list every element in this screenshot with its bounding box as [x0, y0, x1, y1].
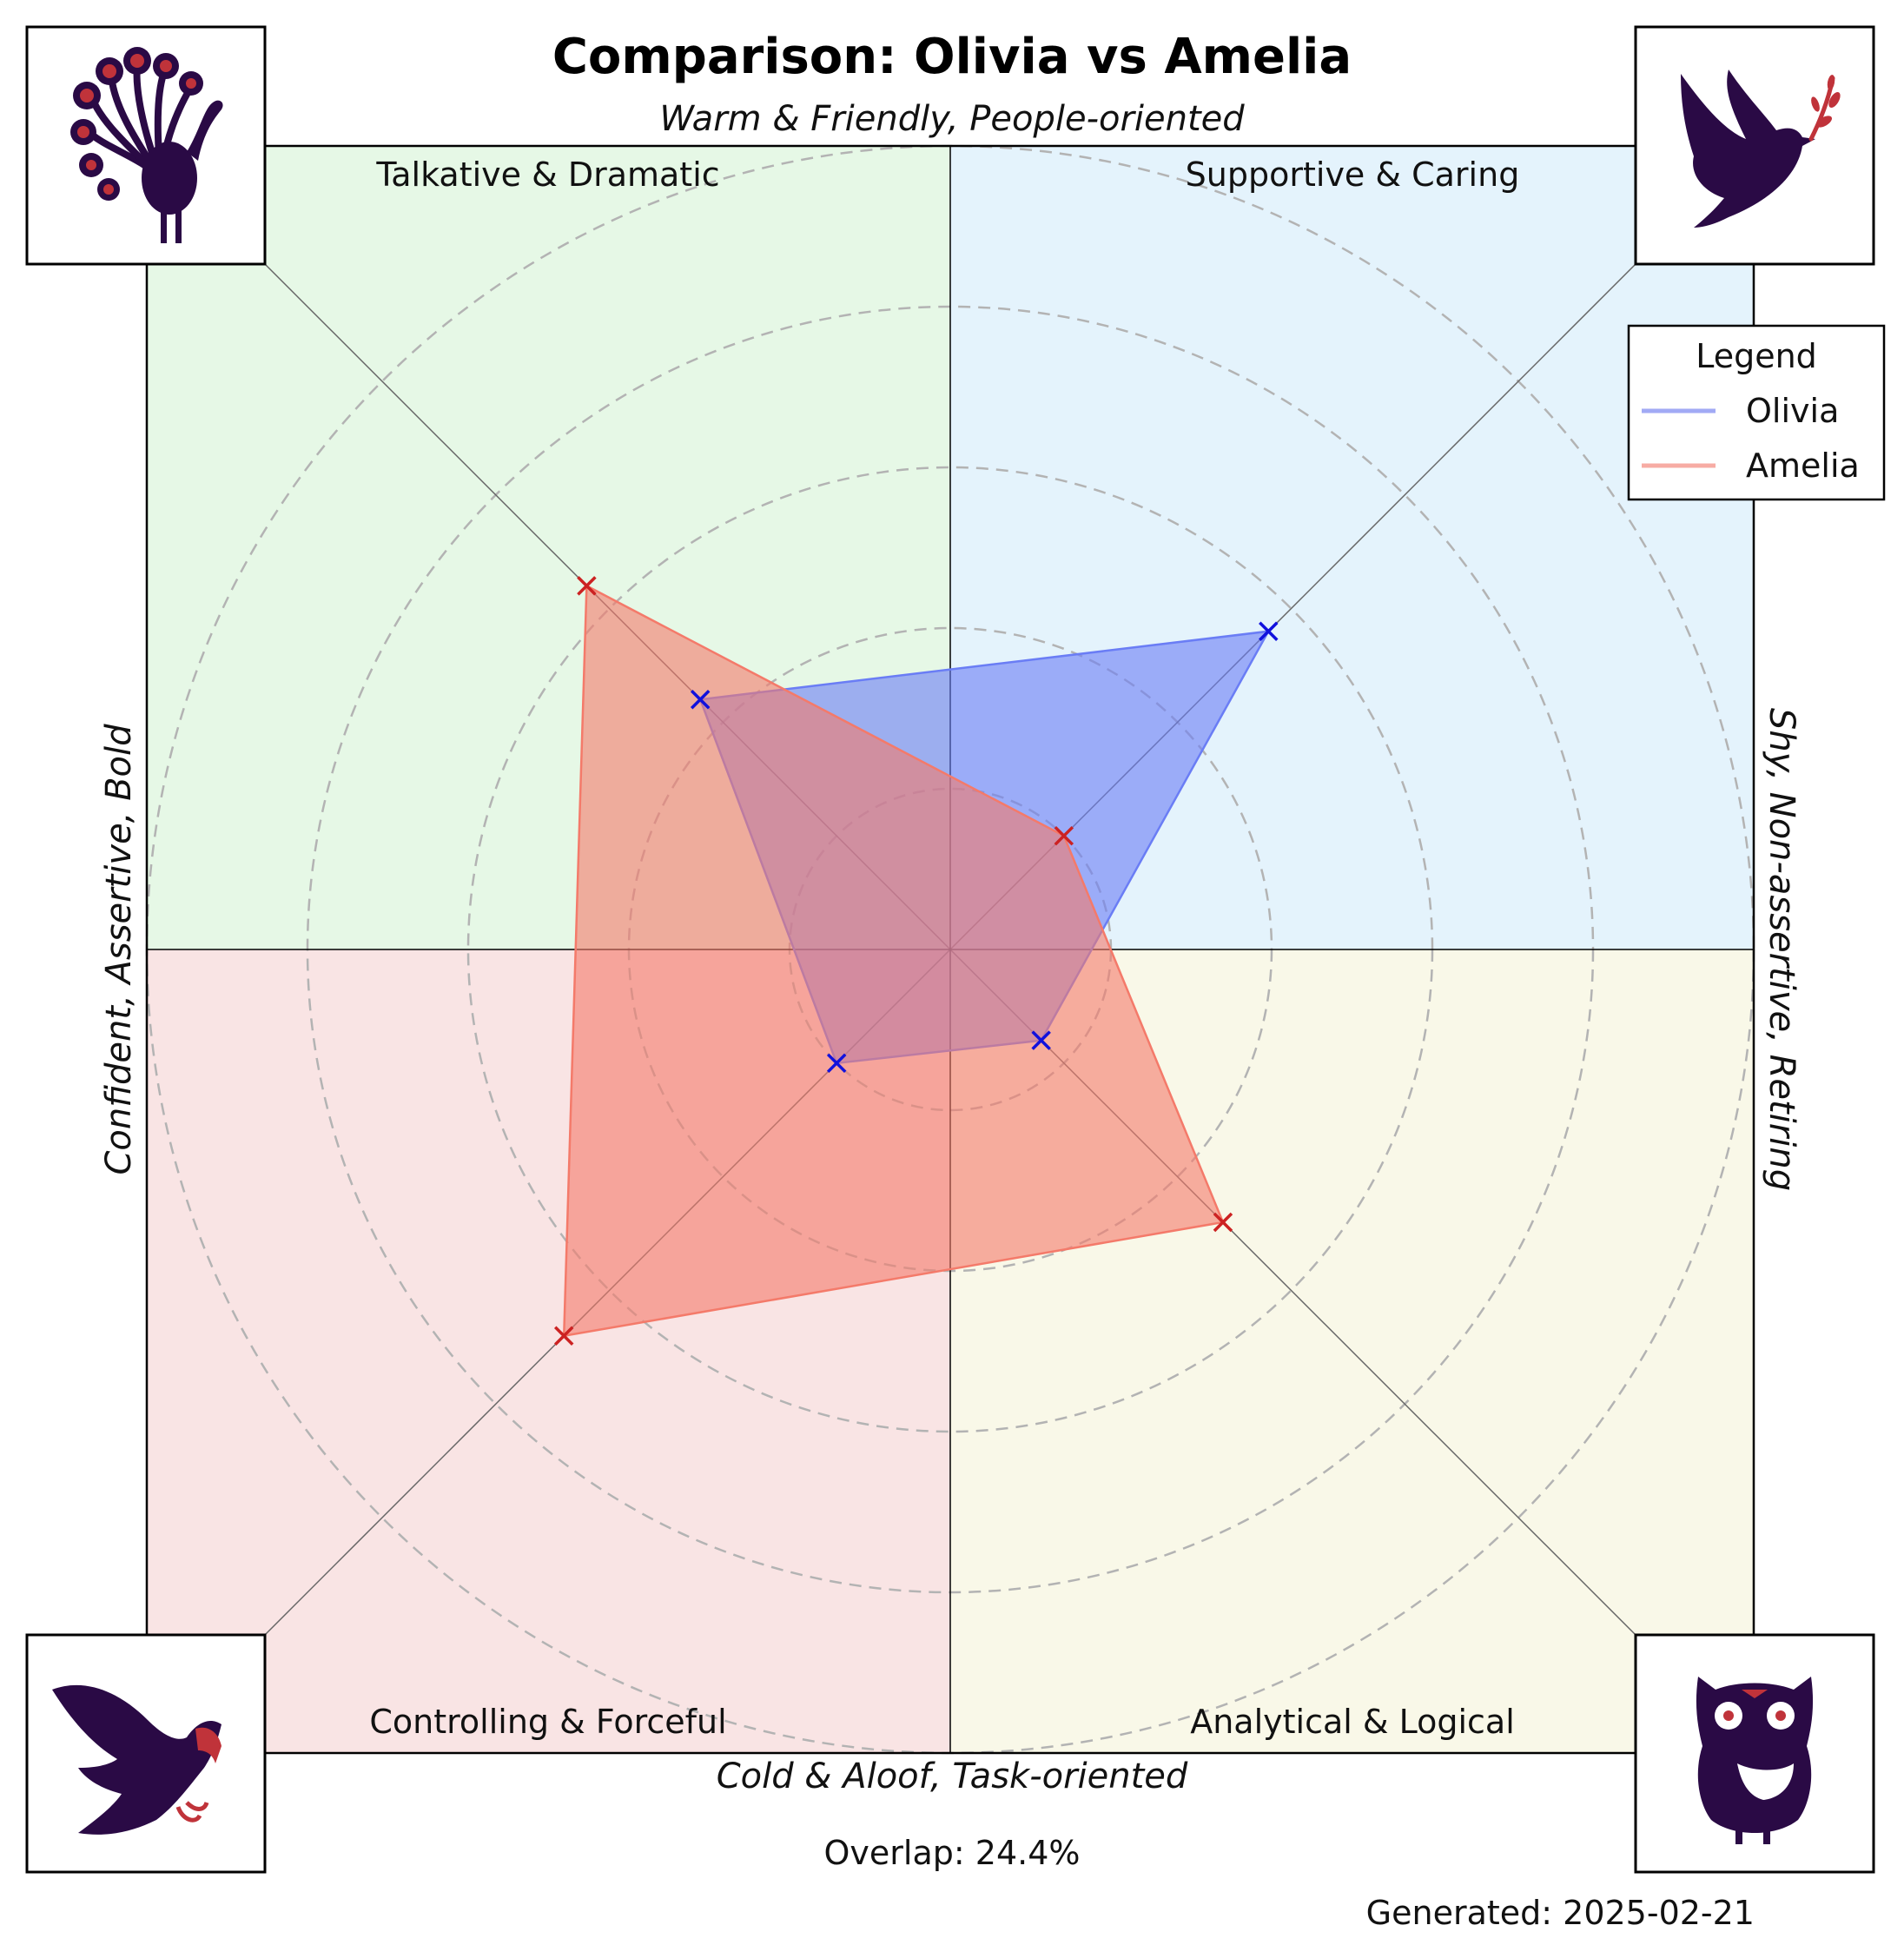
dove-icon-box [1634, 25, 1875, 266]
eagle-icon [52, 1684, 221, 1835]
quadrant-label-top-right: Supportive & Caring [1186, 155, 1520, 194]
data-point-olivia [1259, 621, 1279, 641]
data-point-amelia [577, 576, 597, 596]
data-point-amelia [1213, 1212, 1233, 1233]
left-axis-label: Confident, Assertive, Bold [99, 724, 139, 1175]
owl-icon-box [1634, 1633, 1875, 1874]
quadrant-label-top-left: Talkative & Dramatic [375, 155, 719, 194]
chart-title: Comparison: Olivia vs Amelia [552, 29, 1352, 85]
peacock-icon-box [25, 25, 267, 266]
legend-label-olivia: Olivia [1746, 392, 1839, 430]
series-layer [553, 576, 1279, 1346]
generated-text: Generated: 2025-02-21 [1366, 1894, 1755, 1932]
data-point-olivia [1031, 1030, 1051, 1050]
eagle-icon-box [25, 1633, 267, 1874]
data-point-amelia [1054, 825, 1074, 846]
legend-label-amelia: Amelia [1746, 447, 1860, 485]
data-point-olivia [826, 1053, 847, 1074]
data-point-olivia [690, 689, 711, 710]
top-axis-label: Warm & Friendly, People-oriented [659, 99, 1245, 139]
plot-frame [145, 144, 1755, 1755]
overlap-text: Overlap: 24.4% [824, 1834, 1081, 1872]
legend-title: Legend [1696, 337, 1817, 375]
peacock-icon [70, 47, 223, 243]
legend: Legend Olivia Amelia [1627, 324, 1886, 501]
quadrant-label-bottom-left: Controlling & Forceful [369, 1703, 726, 1741]
quadrant-label-bottom-right: Analytical & Logical [1190, 1703, 1515, 1741]
dove-icon [1681, 69, 1841, 228]
bottom-axis-label: Cold & Aloof, Task-oriented [717, 1756, 1188, 1796]
right-axis-label: Shy, Non-assertive, Retiring [1762, 708, 1802, 1191]
data-point-amelia [553, 1326, 574, 1346]
owl-icon [1696, 1677, 1814, 1844]
